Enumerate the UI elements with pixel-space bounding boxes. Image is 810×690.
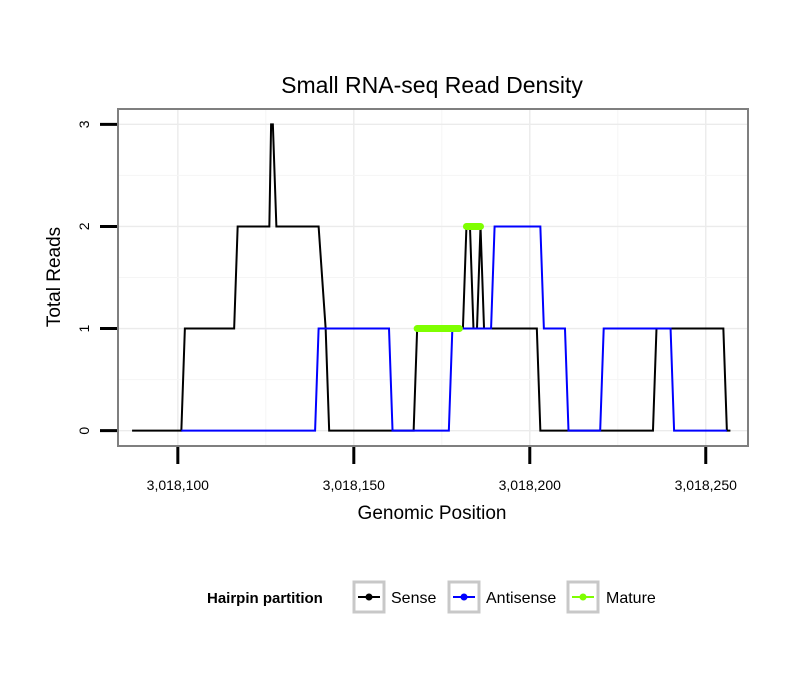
x-tick-label-1: 3,018,150 [323, 477, 385, 493]
legend-label-sense: Sense [391, 590, 436, 607]
legend-item-antisense: Antisense [447, 580, 556, 614]
x-axis: 3,018,100 3,018,150 3,018,200 3,018,250 [147, 447, 737, 493]
chart-title: Small RNA-seq Read Density [281, 72, 583, 98]
series-line-antisense [181, 225, 727, 432]
y-axis: 0 1 2 3 [76, 120, 117, 435]
legend-item-sense: Sense [352, 580, 436, 614]
plot-panel [117, 108, 749, 447]
x-tick-label-2: 3,018,200 [499, 477, 561, 493]
y-axis-title: Total Reads [44, 227, 65, 327]
y-tick-label-0: 0 [76, 427, 92, 435]
legend-label-mature: Mature [606, 590, 656, 607]
legend-item-mature: Mature [566, 580, 656, 614]
legend-dot-mature [579, 593, 587, 601]
y-tick-label-2: 2 [76, 222, 92, 230]
legend-dot-sense [365, 593, 373, 601]
legend-dot-antisense [460, 593, 468, 601]
panel-border [117, 108, 749, 447]
y-tick-label-3: 3 [76, 120, 92, 128]
legend-label-antisense: Antisense [486, 590, 556, 607]
x-tick-label-3: 3,018,250 [675, 477, 737, 493]
legend: Hairpin partition Sense Antisense Mature [207, 580, 656, 614]
legend-title: Hairpin partition [207, 590, 323, 607]
x-tick-label-0: 3,018,100 [147, 477, 209, 493]
x-axis-title: Genomic Position [358, 503, 507, 524]
series-layer [132, 123, 731, 432]
y-tick-label-1: 1 [76, 324, 92, 332]
